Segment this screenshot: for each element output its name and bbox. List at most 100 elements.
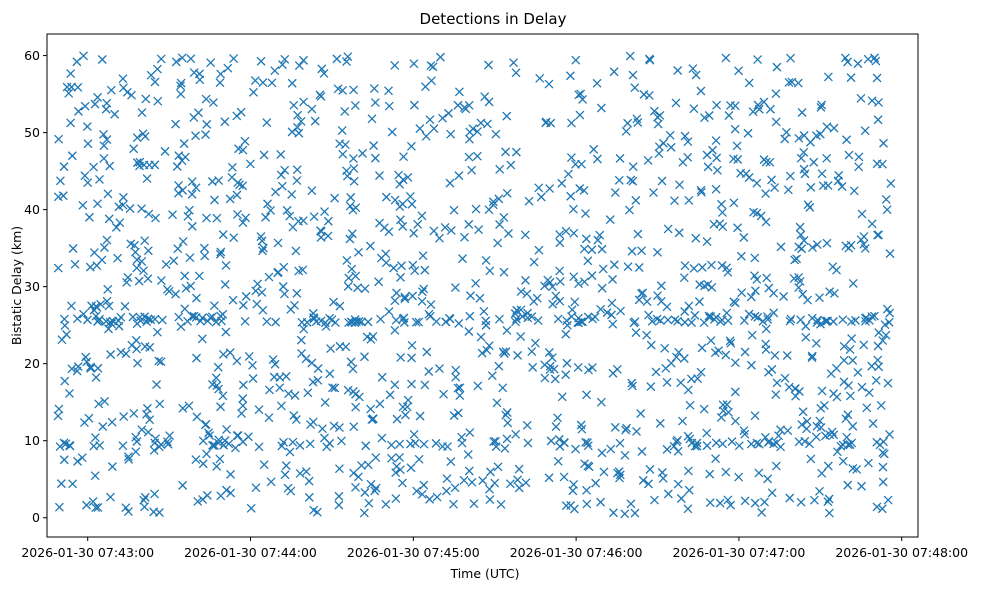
data-point — [615, 473, 624, 483]
data-point — [279, 437, 288, 447]
data-point — [334, 423, 344, 433]
data-point — [750, 498, 760, 508]
data-point — [329, 297, 338, 307]
data-point — [772, 438, 782, 448]
data-point — [763, 474, 773, 484]
data-point — [761, 345, 771, 355]
data-point — [414, 317, 424, 327]
data-point — [320, 318, 330, 328]
data-point — [493, 462, 503, 472]
data-point — [346, 193, 356, 202]
data-point — [477, 348, 487, 358]
data-point — [205, 431, 215, 440]
data-point — [102, 135, 112, 145]
data-point — [750, 411, 760, 421]
data-point — [553, 314, 563, 324]
data-point — [821, 316, 831, 326]
data-point — [141, 94, 151, 104]
data-point — [150, 77, 160, 87]
data-point — [150, 160, 160, 170]
data-point — [544, 348, 554, 357]
data-point — [493, 238, 503, 248]
data-point — [771, 390, 781, 399]
data-point — [281, 461, 291, 471]
data-point — [690, 310, 700, 320]
data-point — [740, 429, 750, 439]
data-point — [294, 266, 304, 276]
data-point — [570, 297, 580, 307]
data-point — [803, 200, 813, 210]
data-point — [828, 317, 838, 326]
data-point — [690, 441, 700, 451]
data-point — [632, 426, 641, 436]
data-point — [767, 175, 777, 185]
data-point — [806, 182, 816, 192]
data-point — [86, 362, 95, 372]
data-point — [597, 283, 607, 293]
data-point — [387, 127, 397, 137]
data-point — [501, 410, 511, 420]
data-point — [583, 438, 592, 448]
data-point — [156, 276, 166, 285]
data-point — [225, 194, 235, 204]
data-point — [83, 139, 93, 149]
data-point — [142, 174, 152, 184]
data-point — [540, 281, 550, 291]
data-point — [295, 441, 305, 450]
data-point — [118, 200, 128, 210]
data-point — [646, 382, 656, 392]
x-tick-label: 2026-01-30 07:48:00 — [835, 545, 968, 560]
data-point — [206, 58, 216, 68]
data-point — [132, 263, 142, 273]
data-point — [666, 142, 676, 152]
data-point — [215, 249, 225, 259]
data-point — [104, 324, 113, 334]
data-point — [521, 275, 530, 285]
data-point — [263, 199, 272, 209]
data-point — [546, 436, 556, 446]
data-point — [59, 162, 69, 172]
data-point — [381, 249, 391, 259]
data-point — [502, 434, 512, 444]
data-point — [131, 432, 141, 442]
data-point — [704, 111, 714, 120]
data-point — [753, 100, 763, 110]
data-point — [705, 498, 715, 508]
data-point — [450, 483, 460, 493]
data-point — [776, 425, 785, 435]
data-point — [66, 301, 76, 311]
data-point — [273, 238, 283, 248]
data-point — [140, 236, 150, 246]
data-point — [726, 338, 736, 348]
data-point — [455, 383, 465, 393]
data-point — [259, 460, 269, 470]
data-point — [150, 489, 160, 499]
data-point — [885, 249, 895, 259]
data-point — [476, 332, 486, 342]
data-point — [491, 129, 501, 139]
data-point — [257, 287, 267, 297]
data-point — [573, 362, 583, 372]
data-point — [101, 316, 111, 326]
data-point — [783, 426, 793, 436]
data-point — [335, 301, 345, 311]
data-point — [216, 402, 225, 412]
data-point — [544, 79, 554, 89]
data-point — [839, 377, 849, 387]
data-point — [672, 435, 682, 445]
data-point — [415, 124, 425, 134]
data-point — [523, 438, 533, 448]
data-point — [351, 402, 361, 412]
data-point — [636, 409, 646, 418]
data-point — [409, 429, 419, 439]
data-point — [874, 328, 884, 338]
data-point — [567, 118, 576, 128]
data-point — [879, 138, 888, 148]
data-point — [785, 493, 795, 503]
data-point — [495, 164, 505, 174]
data-point — [303, 388, 313, 398]
data-point — [524, 196, 534, 206]
data-point — [240, 136, 250, 146]
data-point — [293, 110, 303, 120]
data-point — [607, 298, 617, 308]
